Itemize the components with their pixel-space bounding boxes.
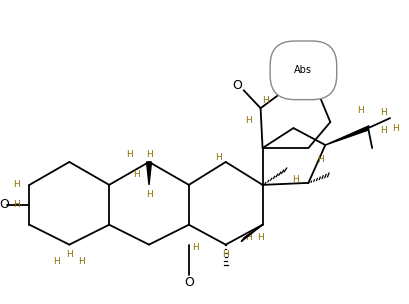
Text: H: H (392, 124, 398, 133)
Text: H: H (245, 233, 252, 242)
Text: O: O (233, 79, 243, 92)
Text: H: H (66, 250, 73, 259)
Text: H: H (13, 200, 20, 209)
Polygon shape (241, 225, 263, 242)
Text: H: H (245, 116, 252, 125)
Text: H: H (380, 126, 387, 135)
Text: H: H (262, 96, 269, 105)
Text: H: H (317, 155, 324, 164)
Text: Abs: Abs (294, 65, 312, 75)
Text: H: H (126, 150, 133, 160)
Text: O: O (184, 276, 194, 289)
Text: H: H (380, 108, 387, 117)
Text: H: H (146, 190, 153, 199)
Polygon shape (146, 162, 151, 185)
Text: H: H (257, 233, 264, 242)
Polygon shape (325, 126, 369, 145)
Text: H: H (222, 250, 229, 259)
Text: O: O (0, 198, 9, 211)
Text: H: H (133, 171, 139, 179)
Text: H: H (193, 243, 199, 252)
Text: H: H (357, 106, 364, 115)
Text: H: H (53, 257, 60, 266)
Text: H: H (292, 175, 299, 185)
Text: H: H (216, 154, 222, 162)
Text: H: H (78, 257, 85, 266)
Text: H: H (13, 180, 20, 189)
Text: H: H (146, 150, 153, 160)
